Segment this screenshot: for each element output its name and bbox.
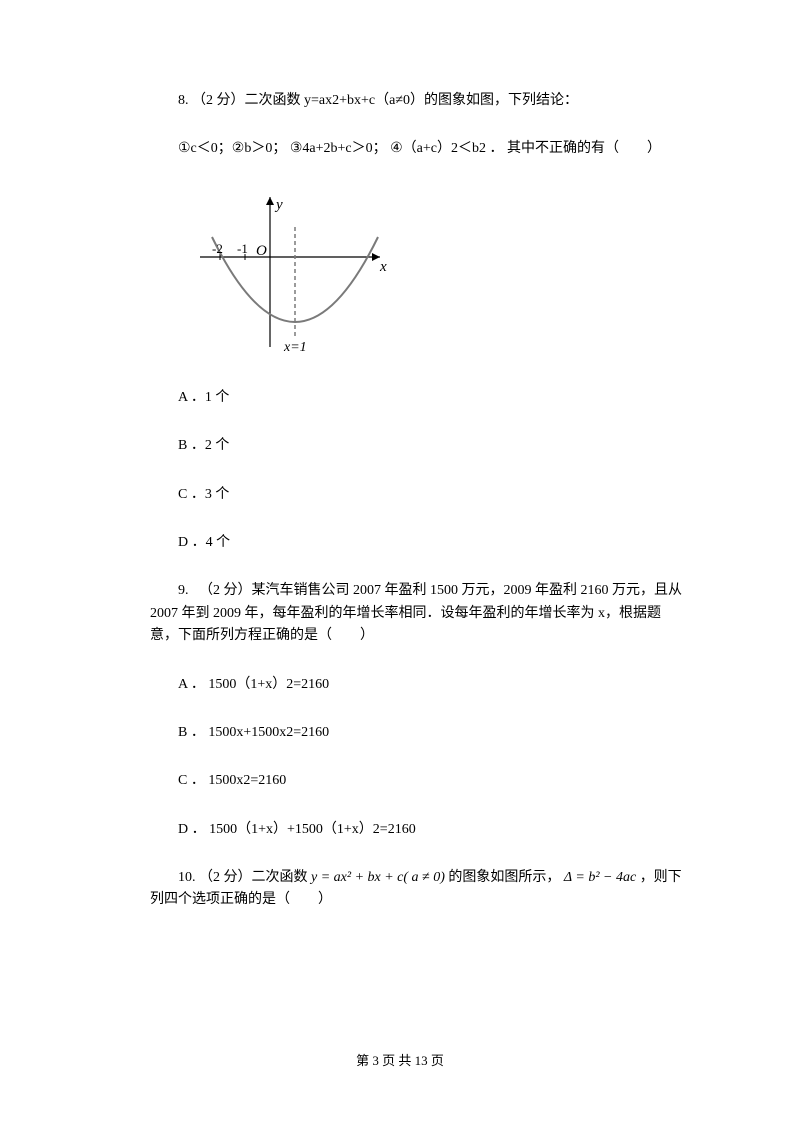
q10-math1: y = ax² + bx + c( a ≠ 0) xyxy=(311,870,445,885)
x-axis-label: x xyxy=(380,255,387,279)
y-axis-label: y xyxy=(276,193,283,217)
q10-stem-pre: 10. （2 分）二次函数 xyxy=(178,870,311,885)
page-content: 8. （2 分）二次函数 y=ax2+bx+c（a≠0）的图象如图，下列结论： … xyxy=(0,0,800,912)
q10-math2: Δ = b² − 4ac xyxy=(564,870,636,885)
parabola-svg xyxy=(190,187,390,357)
q10-stem-mid: 的图象如图所示， xyxy=(445,870,564,885)
tick-minus1: -1 xyxy=(237,239,248,260)
q9-stem: 9. （2 分）某汽车销售公司 2007 年盈利 1500 万元，2009 年盈… xyxy=(150,580,685,647)
q8-option-b: B ．2 个 xyxy=(150,435,685,457)
q8-option-a: A ．1 个 xyxy=(150,387,685,409)
q9-option-a: A ． 1500（1+x）2=2160 xyxy=(150,674,685,696)
page-footer: 第 3 页 共 13 页 xyxy=(0,1051,800,1072)
q10-stem: 10. （2 分）二次函数 y = ax² + bx + c( a ≠ 0) 的… xyxy=(150,867,685,912)
q8-parabola-graph: y x O -2 -1 x=1 xyxy=(190,187,390,357)
q9-stem-text: 9. （2 分）某汽车销售公司 2007 年盈利 1500 万元，2009 年盈… xyxy=(150,583,682,643)
origin-label: O xyxy=(256,239,267,263)
q8-option-c: C ．3 个 xyxy=(150,484,685,506)
q9-option-b: B ． 1500x+1500x2=2160 xyxy=(150,722,685,744)
q8-conditions: ①c＜0；②b＞0； ③4a+2b+c＞0； ④（a+c）2＜b2 ． 其中不正… xyxy=(150,138,685,160)
q8-option-d: D ．4 个 xyxy=(150,532,685,554)
q9-option-d: D ． 1500（1+x）+1500（1+x）2=2160 xyxy=(150,819,685,841)
vertex-line-label: x=1 xyxy=(284,337,307,359)
q8-stem: 8. （2 分）二次函数 y=ax2+bx+c（a≠0）的图象如图，下列结论： xyxy=(150,90,685,112)
q9-option-c: C ． 1500x2=2160 xyxy=(150,770,685,792)
tick-minus2: -2 xyxy=(212,239,223,260)
